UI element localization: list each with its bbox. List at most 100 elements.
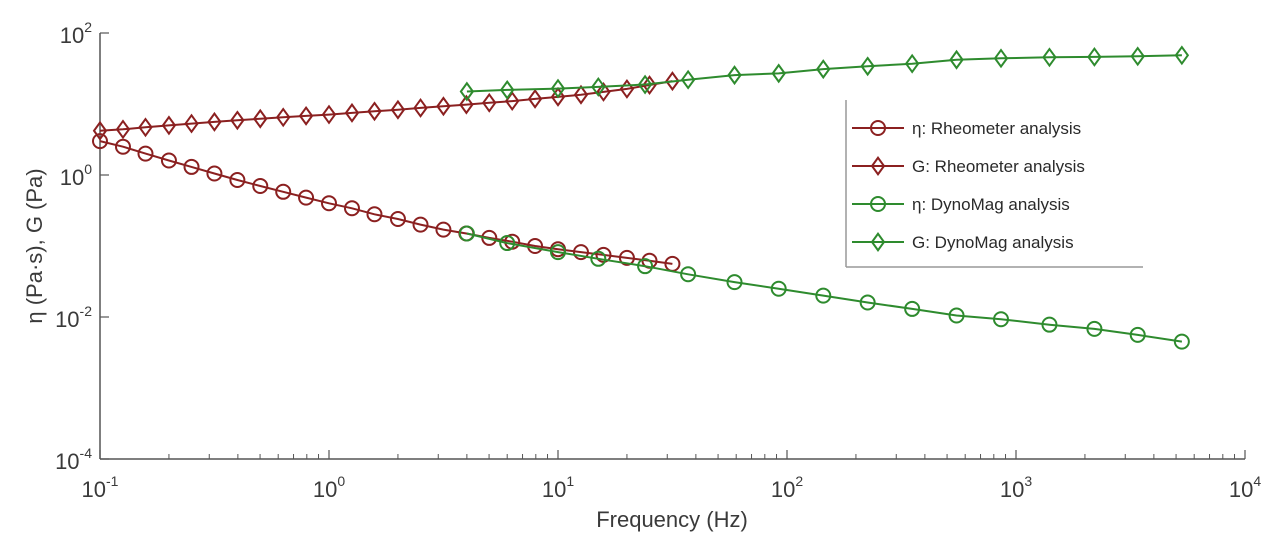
data-point [321, 195, 337, 212]
data-point [321, 104, 337, 125]
data-point [1129, 326, 1146, 343]
data-point [92, 133, 108, 150]
data-point [229, 172, 246, 189]
data-point [499, 79, 515, 100]
y-axis-label: η (Pa·s), G (Pa) [22, 168, 47, 323]
data-point [413, 97, 428, 118]
data-point [1042, 47, 1057, 68]
data-point [904, 53, 920, 74]
data-point [815, 287, 832, 304]
data-point [595, 246, 612, 263]
legend-label: G: DynoMag analysis [912, 233, 1074, 252]
x-tick-label: 104 [1229, 473, 1261, 502]
data-point [550, 86, 566, 107]
data-point [637, 74, 653, 95]
data-point [499, 235, 516, 252]
y-tick-label: 10-2 [55, 303, 92, 332]
data-point [680, 266, 697, 283]
series-line [99, 80, 673, 132]
data-point [230, 110, 245, 131]
y-tick-label: 100 [60, 161, 92, 190]
data-point [115, 119, 131, 140]
data-point [367, 101, 382, 122]
data-point [206, 165, 223, 182]
data-point [680, 69, 696, 90]
legend-marker [870, 156, 886, 176]
legend-entry: G: DynoMag analysis [852, 232, 1074, 252]
data-point [366, 206, 383, 223]
data-point [92, 120, 108, 141]
data-point [550, 78, 566, 99]
data-point [590, 250, 607, 267]
data-point [1130, 46, 1145, 67]
data-point [618, 249, 635, 266]
data-point [665, 71, 680, 92]
legend: η: Rheometer analysis G: Rheometer analys… [845, 100, 1143, 268]
data-point [550, 244, 566, 261]
data-point [1174, 45, 1190, 66]
series-layer [92, 45, 1190, 350]
data-point [771, 63, 786, 84]
data-point [527, 88, 543, 109]
data-point [596, 81, 611, 102]
x-tick-label: 103 [1000, 473, 1032, 502]
data-point [1086, 320, 1103, 337]
y-ticks: 10-4 10-2 100 102 [55, 19, 109, 474]
data-point [482, 92, 497, 113]
data-point [1087, 46, 1102, 67]
x-axis-label: Frequency (Hz) [596, 507, 748, 532]
data-point [1041, 316, 1058, 333]
data-point [160, 152, 177, 169]
series-3 [459, 45, 1190, 102]
legend-marker [870, 120, 886, 136]
data-point [459, 81, 475, 102]
data-point [860, 56, 875, 77]
data-point [298, 105, 314, 126]
data-point [114, 138, 131, 155]
data-point [591, 76, 606, 97]
legend-entry: G: Rheometer analysis [852, 156, 1085, 176]
data-point [770, 280, 787, 297]
data-point [573, 84, 589, 105]
legend-entries: η: Rheometer analysis G: Rheometer analys… [852, 119, 1085, 252]
data-point [993, 48, 1009, 69]
legend-entry: η: DynoMag analysis [852, 195, 1070, 214]
series-line [99, 140, 673, 265]
data-point [435, 221, 452, 238]
data-point [253, 108, 268, 129]
data-point [184, 113, 199, 134]
legend-label: η: DynoMag analysis [912, 195, 1070, 214]
series-0 [92, 133, 681, 272]
data-point [642, 75, 657, 95]
series-line [466, 54, 1182, 93]
data-point [207, 111, 222, 132]
data-point [948, 307, 965, 324]
legend-label: G: Rheometer analysis [912, 157, 1085, 176]
data-point [298, 189, 315, 206]
data-point [252, 177, 269, 194]
data-point [344, 102, 360, 123]
data-point [412, 216, 429, 233]
data-point [436, 96, 451, 117]
axes [99, 33, 1245, 460]
y-tick-label: 10-4 [55, 445, 92, 474]
data-point [161, 115, 177, 136]
data-point [459, 94, 474, 115]
data-point [904, 300, 921, 317]
data-point [458, 225, 475, 242]
x-tick-label: 101 [542, 473, 574, 502]
legend-label: η: Rheometer analysis [912, 119, 1081, 138]
data-point [183, 158, 200, 175]
legend-entry: η: Rheometer analysis [852, 119, 1081, 138]
data-point [389, 211, 406, 228]
data-point [816, 59, 831, 80]
legend-marker [870, 196, 886, 212]
data-point [343, 200, 360, 217]
data-point [390, 99, 406, 120]
data-point [993, 311, 1010, 328]
legend-marker [870, 232, 886, 252]
data-point [275, 107, 291, 128]
series-line [466, 232, 1183, 343]
data-point [572, 244, 589, 261]
